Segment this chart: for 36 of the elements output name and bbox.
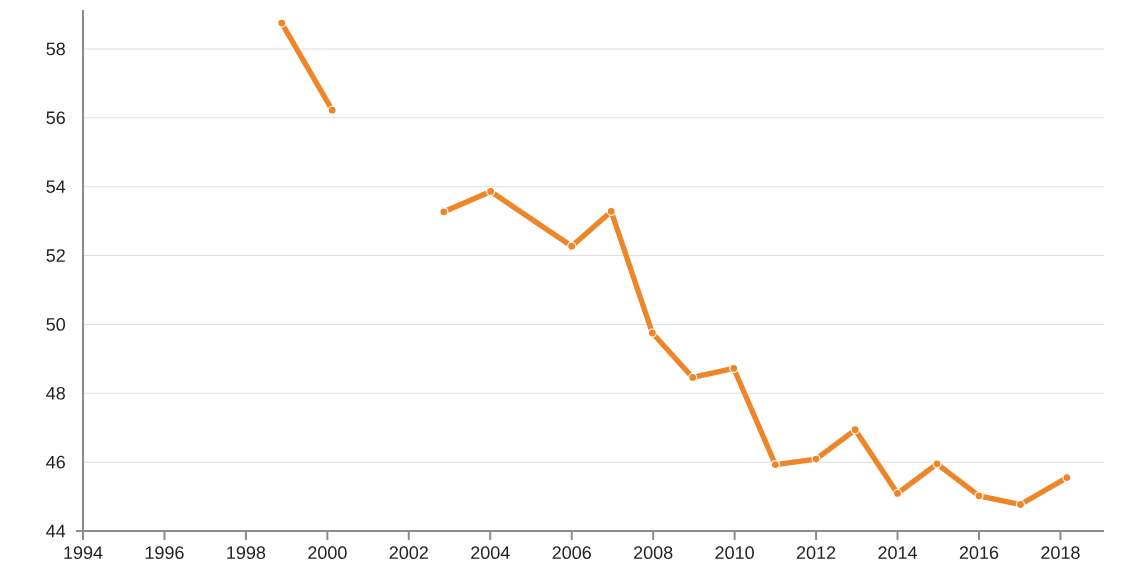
x-tick-label: 1996 bbox=[145, 546, 184, 560]
x-tick-label: 2002 bbox=[389, 546, 428, 560]
x-tick-label: 1998 bbox=[227, 546, 266, 560]
x-tick-label: 2008 bbox=[634, 546, 673, 560]
point bbox=[486, 186, 496, 197]
point bbox=[277, 18, 287, 28]
point bbox=[850, 425, 860, 435]
x-tick-label: 2014 bbox=[878, 546, 918, 560]
point bbox=[811, 454, 821, 464]
point bbox=[770, 459, 780, 470]
point bbox=[974, 491, 984, 501]
x-tick-label: 2004 bbox=[471, 546, 510, 560]
y-tick-label: 52 bbox=[46, 249, 65, 262]
point bbox=[439, 207, 449, 217]
point bbox=[688, 372, 698, 383]
x-tick-label: 2006 bbox=[552, 546, 591, 560]
x-tick-label: 2016 bbox=[959, 546, 999, 560]
point bbox=[567, 241, 577, 251]
x-tick-label: 2012 bbox=[796, 546, 836, 560]
x-tick-label: 1994 bbox=[64, 546, 103, 560]
y-tick-label: 58 bbox=[46, 42, 65, 56]
x-tick-label: 2000 bbox=[308, 546, 347, 560]
y-tick-label: 44 bbox=[46, 524, 66, 538]
point bbox=[1015, 499, 1026, 510]
y-tick-label: 46 bbox=[46, 455, 65, 469]
y-tick-label: 56 bbox=[46, 111, 65, 125]
y-tick-label: 50 bbox=[46, 318, 66, 331]
point bbox=[1062, 473, 1072, 483]
point bbox=[892, 488, 903, 499]
point bbox=[932, 459, 942, 469]
x-tick-label: 2010 bbox=[715, 546, 754, 560]
y-tick-label: 54 bbox=[46, 180, 66, 193]
point bbox=[327, 105, 337, 115]
x-tick-label: 2018 bbox=[1041, 546, 1080, 560]
point bbox=[647, 328, 657, 338]
y-tick-label: 48 bbox=[46, 386, 65, 400]
